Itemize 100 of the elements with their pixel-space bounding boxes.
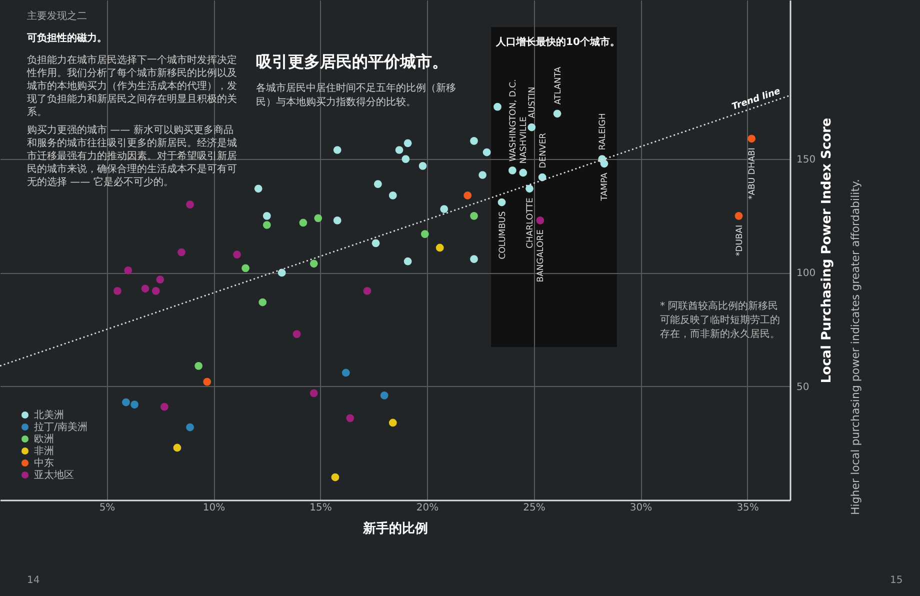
point [130,400,138,408]
text: 14 [27,574,40,588]
legend-label: 亚太地区 [34,469,74,481]
point [600,160,608,168]
point [464,192,472,200]
point [470,136,478,145]
annotation: 购买力更强的城市 —— 薪水可以购买更多商品和服务的城市往往吸引更多的新居民。经济是城市迁移最强有力的推动因素。对于希望吸引新居民的城市来说，确保合理的生活成本不是可有可无的选择 —— 它是必不可少的。 [27,124,238,189]
point [278,268,286,277]
point [152,286,160,295]
legend-label: 北美洲 [34,409,64,421]
text: 吸引更多居民的平价城市。 [256,52,449,72]
legend-label: 欧洲 [34,433,54,445]
x-axis-title: 新手的比例 [362,520,428,536]
text: Higher local purchasing power indicates greater affordability. [848,178,863,515]
legend-label: 中东 [34,457,54,469]
point [420,230,429,238]
annotation: COLUMBUS [498,211,508,260]
annotation: BANGALORE [536,229,546,282]
legend-label: 非洲 [34,445,54,457]
point [113,286,122,295]
point [470,255,478,264]
y-tick-label: 50 [796,382,810,393]
point [242,264,250,272]
x-tick-label: 10% [202,502,226,514]
point [748,134,756,143]
x-tick-label: 20% [416,502,439,514]
point [363,286,372,295]
point [314,214,322,222]
point [470,212,478,220]
point [310,389,318,398]
annotation: ATLANTA [553,66,564,105]
point [194,362,203,370]
point [388,418,397,427]
annotation: *DUBAI [734,224,745,256]
point [402,155,410,164]
point [156,276,164,284]
point [342,368,350,377]
point [374,180,382,188]
point [331,473,340,482]
point [173,444,182,452]
annotation: * 阿联酋较高比例的新移民可能反映了临时短期劳工的存在，而非新的永久居民。 [660,300,781,342]
point [494,102,502,111]
point [372,239,380,248]
point [262,212,271,220]
point [292,330,301,338]
annotation: NASHVILLE [519,116,530,164]
point [553,110,562,118]
text: Trend line [730,86,782,112]
legend-label: 拉丁/南美洲 [34,421,88,433]
annotation: WASHINGTON, D.C. [508,79,518,162]
point [478,171,486,179]
point [178,248,186,256]
point [310,260,318,268]
annotation: 人口增长最快的10个城市。 [496,36,620,50]
x-tick-label: 30% [630,502,652,514]
point [299,218,308,227]
text: 各城市居民中居住时间不足五年的比例（新移民）与本地购买力指数得分的比较。 [256,82,457,110]
point [346,414,354,422]
point [440,205,448,214]
point [498,198,506,206]
point [388,192,397,200]
x-tick-label: 15% [310,502,332,514]
point [262,221,271,229]
point [734,212,743,220]
point [538,173,546,182]
annotation: RALEIGH [598,113,608,150]
point [404,139,412,148]
point [418,162,427,170]
point [519,168,528,177]
point [333,146,342,154]
x-tick-label: 25% [523,502,546,514]
point [508,166,516,174]
point [380,392,388,400]
point [528,123,536,132]
x-tick-label: 5% [99,502,116,514]
point [203,378,212,386]
point [526,184,534,193]
point [141,284,150,293]
point [258,298,267,306]
point [233,250,241,258]
annotation: DENVER [538,132,548,168]
y-tick-label: 100 [796,268,816,280]
point [124,266,132,274]
point [160,402,168,411]
point [482,148,491,156]
text: 15 [890,574,903,588]
annotation: 负担能力在城市居民选择下一个城市时发挥决定性作用。我们分析了每个城市新移民的比例以及城市的本地购买力（作为生活成本的代理），发现了负担能力和新居民之间存在明显且积极的关系。 [27,54,238,119]
annotation: *ABU DHABI [748,148,758,200]
point [122,398,130,406]
annotation: 主要发现之二 [27,10,87,24]
annotation: AUSTIN [528,86,538,118]
x-tick-label: 35% [736,502,759,514]
point [254,184,262,193]
point [395,146,404,154]
y-axis-title: Local Purchasing Power Index Score [820,118,835,384]
y-tick-label: 150 [796,154,816,166]
point [404,257,412,266]
point [186,200,194,208]
point [333,216,342,224]
point [436,244,444,252]
